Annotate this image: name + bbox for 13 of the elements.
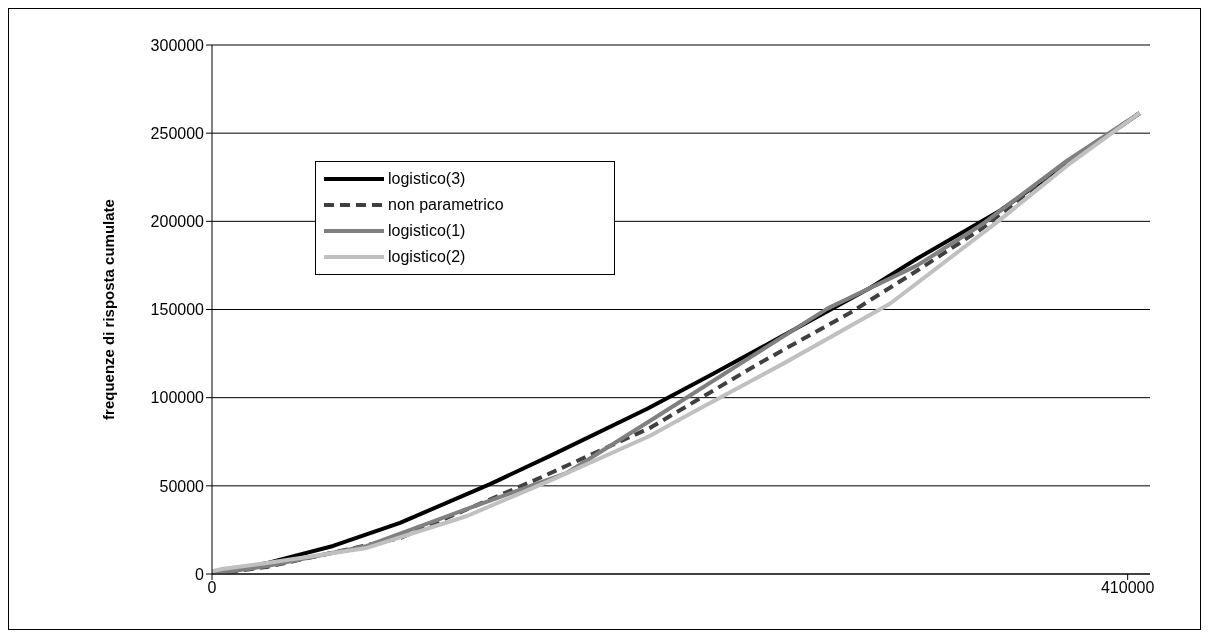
x-tick-label: 410000 xyxy=(1100,579,1155,597)
y-tick-label: 300000 xyxy=(150,36,205,54)
y-tick-label: 100000 xyxy=(150,389,205,407)
legend-label: logistico(3) xyxy=(388,170,466,188)
legend-label: logistico(2) xyxy=(388,248,466,266)
y-tick-label: 50000 xyxy=(159,477,205,495)
y-tick-label: 250000 xyxy=(150,124,205,142)
legend-label: logistico(1) xyxy=(388,222,466,240)
y-tick-label: 0 xyxy=(195,565,205,583)
y-tick-label: 200000 xyxy=(150,213,205,231)
y-axis-title: frequenze di risposta cumulate xyxy=(100,199,118,420)
y-tick-label: 150000 xyxy=(150,301,205,319)
legend-label: non parametrico xyxy=(388,196,504,214)
